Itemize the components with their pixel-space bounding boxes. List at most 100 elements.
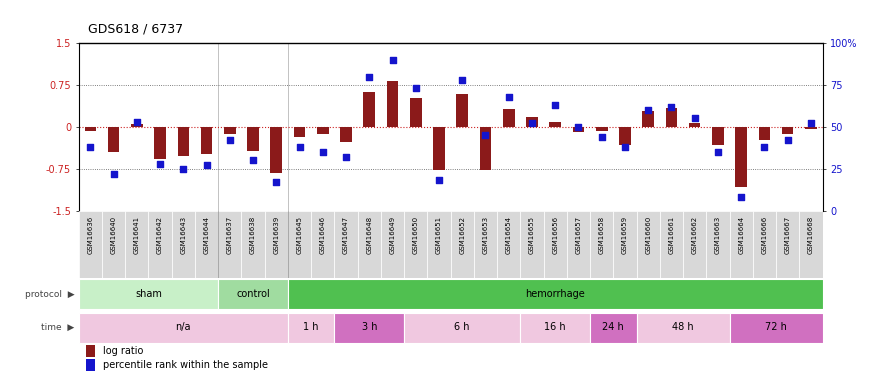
- Text: GSM16645: GSM16645: [297, 216, 303, 254]
- Bar: [178, 127, 189, 156]
- Bar: [660, 210, 683, 278]
- Text: GSM16646: GSM16646: [319, 216, 326, 254]
- Text: GSM16660: GSM16660: [645, 216, 651, 254]
- Bar: [689, 123, 701, 127]
- Text: GSM16663: GSM16663: [715, 216, 721, 254]
- Text: percentile rank within the sample: percentile rank within the sample: [102, 360, 268, 369]
- Text: hemorrhage: hemorrhage: [525, 289, 585, 298]
- Text: GSM16642: GSM16642: [158, 216, 163, 254]
- Text: 72 h: 72 h: [765, 322, 787, 332]
- Text: log ratio: log ratio: [102, 346, 143, 356]
- Point: [455, 77, 469, 83]
- Point: [758, 144, 772, 150]
- Bar: [149, 210, 172, 278]
- Text: GSM16668: GSM16668: [808, 216, 814, 254]
- Point: [130, 119, 144, 125]
- Text: GSM16658: GSM16658: [598, 216, 605, 254]
- Bar: [590, 210, 613, 278]
- Text: GSM16638: GSM16638: [250, 216, 256, 254]
- Point: [549, 102, 563, 108]
- Point: [479, 132, 493, 138]
- Bar: [312, 210, 334, 278]
- Text: GSM16641: GSM16641: [134, 216, 140, 254]
- Bar: [86, 358, 95, 371]
- Bar: [334, 313, 404, 343]
- Text: GSM16637: GSM16637: [227, 216, 233, 254]
- Bar: [404, 313, 521, 343]
- Bar: [381, 210, 404, 278]
- Point: [432, 177, 446, 183]
- Text: control: control: [236, 289, 270, 298]
- Bar: [79, 210, 102, 278]
- Text: GSM16666: GSM16666: [761, 216, 767, 254]
- Text: GSM16636: GSM16636: [88, 216, 94, 254]
- Bar: [288, 313, 334, 343]
- Bar: [363, 92, 375, 127]
- Bar: [270, 127, 282, 172]
- Bar: [86, 345, 95, 357]
- Bar: [433, 127, 444, 170]
- Point: [362, 74, 376, 80]
- Text: GSM16651: GSM16651: [436, 216, 442, 254]
- Point: [409, 86, 423, 92]
- Bar: [799, 210, 822, 278]
- Point: [734, 194, 748, 200]
- Bar: [224, 127, 235, 134]
- Bar: [154, 127, 166, 159]
- Point: [804, 120, 818, 126]
- Bar: [776, 210, 799, 278]
- Point: [710, 149, 724, 155]
- Text: GSM16662: GSM16662: [691, 216, 697, 254]
- Bar: [683, 210, 706, 278]
- Text: GSM16661: GSM16661: [668, 216, 675, 254]
- Text: n/a: n/a: [176, 322, 191, 332]
- Bar: [550, 122, 561, 127]
- Text: GSM16659: GSM16659: [622, 216, 628, 254]
- Bar: [480, 127, 491, 170]
- Bar: [195, 210, 218, 278]
- Bar: [410, 98, 422, 127]
- Bar: [666, 108, 677, 127]
- Bar: [317, 127, 329, 134]
- Bar: [474, 210, 497, 278]
- Point: [664, 104, 678, 110]
- Bar: [752, 210, 776, 278]
- Bar: [451, 210, 474, 278]
- Bar: [543, 210, 567, 278]
- Bar: [218, 210, 242, 278]
- Text: protocol  ▶: protocol ▶: [24, 290, 74, 299]
- Bar: [706, 210, 730, 278]
- Text: GSM16652: GSM16652: [459, 216, 466, 254]
- Point: [618, 144, 632, 150]
- Bar: [172, 210, 195, 278]
- Bar: [288, 279, 822, 309]
- Bar: [712, 127, 724, 145]
- Point: [246, 158, 260, 164]
- Bar: [572, 127, 584, 132]
- Text: 1 h: 1 h: [304, 322, 318, 332]
- Bar: [242, 210, 265, 278]
- Bar: [526, 117, 538, 127]
- Text: GSM16643: GSM16643: [180, 216, 186, 254]
- Point: [292, 144, 306, 150]
- Bar: [521, 210, 543, 278]
- Point: [270, 179, 284, 185]
- Bar: [730, 210, 752, 278]
- Point: [177, 166, 191, 172]
- Bar: [521, 313, 590, 343]
- Point: [339, 154, 353, 160]
- Text: GSM16648: GSM16648: [367, 216, 372, 254]
- Bar: [457, 94, 468, 127]
- Bar: [108, 127, 119, 152]
- Point: [107, 171, 121, 177]
- Point: [595, 134, 609, 140]
- Text: GSM16653: GSM16653: [482, 216, 488, 254]
- Point: [153, 160, 167, 166]
- Bar: [387, 81, 398, 127]
- Point: [386, 57, 400, 63]
- Bar: [620, 127, 631, 145]
- Bar: [85, 127, 96, 131]
- Bar: [79, 279, 218, 309]
- Text: sham: sham: [135, 289, 162, 298]
- Point: [525, 120, 539, 126]
